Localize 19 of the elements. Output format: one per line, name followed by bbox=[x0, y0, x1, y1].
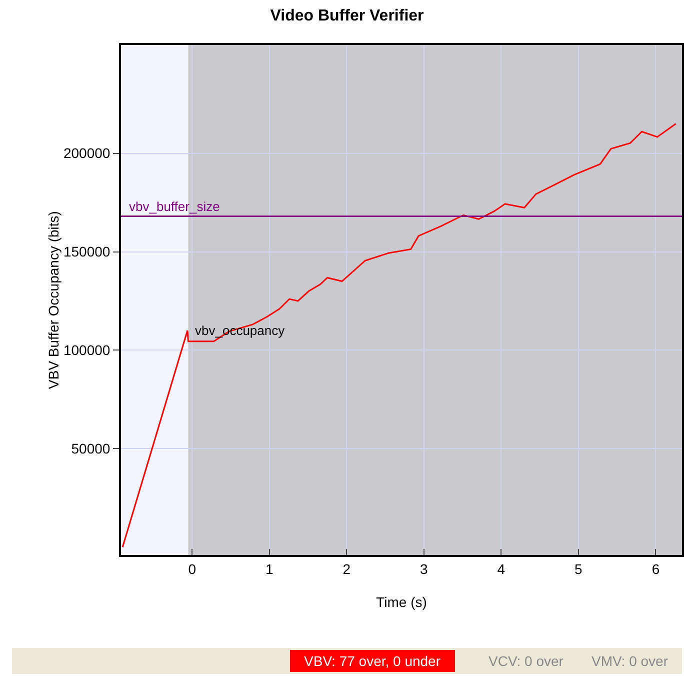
y-tick-label: 100000 bbox=[63, 342, 110, 358]
text: VCV: 0 over bbox=[488, 652, 564, 671]
line-series bbox=[122, 123, 677, 548]
x-tick-label: 2 bbox=[342, 560, 351, 577]
ref-line-label: vbv_buffer_size bbox=[129, 199, 220, 214]
x-tick-label: 6 bbox=[652, 560, 660, 577]
y-axis-title: VBV Buffer Occupancy (bits) bbox=[45, 211, 62, 389]
x-tick-label: 1 bbox=[265, 560, 274, 577]
y-tick-label: 200000 bbox=[63, 145, 110, 162]
x-tick-label: 4 bbox=[497, 560, 506, 577]
text: VBV: 77 over, 0 under bbox=[290, 650, 455, 672]
x-tick-label: 0 bbox=[188, 560, 196, 577]
x-tick-label: 5 bbox=[574, 560, 583, 577]
text: VMV: 0 over bbox=[590, 652, 669, 671]
x-axis-title: Time (s) bbox=[376, 594, 427, 610]
y-tick-label: 50000 bbox=[71, 440, 110, 457]
x-tick-label: 3 bbox=[420, 560, 428, 577]
y-tick-label: 150000 bbox=[63, 244, 110, 260]
chart-title: Video Buffer Verifier bbox=[270, 7, 424, 24]
